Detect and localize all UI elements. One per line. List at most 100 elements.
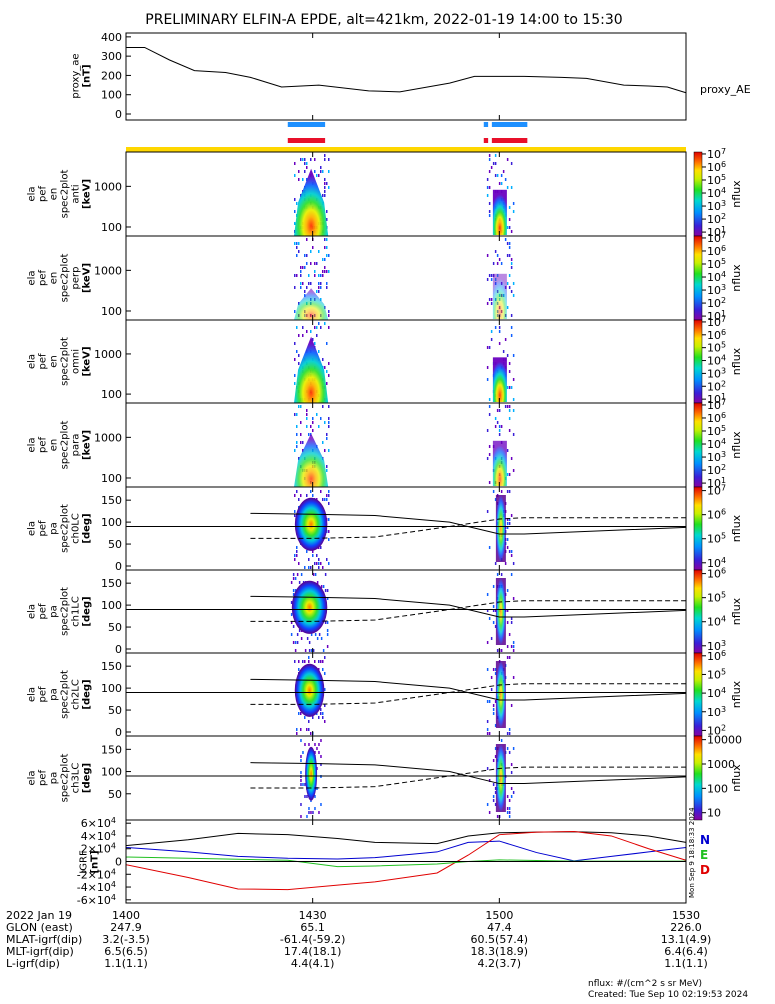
pa_ch2-ylabel-line: pef	[38, 686, 49, 703]
spectrogram-speck	[498, 182, 501, 185]
spectrogram-speck	[492, 162, 495, 165]
spectrogram-speck	[508, 522, 511, 525]
spectrogram-speck	[320, 637, 323, 640]
spectrogram-speck	[486, 720, 489, 723]
spectrogram-speck	[506, 254, 509, 257]
spectrogram-speck	[318, 174, 320, 177]
footer-value: 65.1	[300, 921, 325, 934]
spectrogram-speck	[324, 672, 326, 675]
spectrogram-speck	[328, 421, 330, 424]
spectrogram-speck	[304, 660, 306, 663]
pa_ch3-frame	[125, 735, 687, 821]
colorbar-tick-label: 10000	[707, 734, 742, 747]
spectrogram-speck	[486, 194, 489, 197]
en_perp-ylabel-line: pef	[38, 270, 49, 287]
colorbar-tick-label: 100	[707, 782, 728, 795]
spectrogram-speck	[302, 449, 304, 452]
footer-row-label: L-igrf(dip)	[6, 957, 60, 970]
spectrogram-speck	[506, 526, 509, 529]
spectrogram-speck	[510, 186, 513, 189]
spectrogram-speck	[326, 210, 328, 213]
spectrogram-speck	[318, 668, 320, 671]
spectrogram-speck	[324, 186, 326, 189]
pa_ch3-ylabel-line: pa	[49, 772, 60, 784]
spectrogram-burst	[492, 189, 507, 235]
spectrogram-speck	[324, 656, 326, 659]
colorbar-tick-label: 106	[707, 508, 726, 522]
spectrogram-speck	[506, 656, 509, 659]
spectrogram-speck	[304, 716, 306, 719]
colorbar-tick-label: 101	[707, 392, 726, 406]
spectrogram-speck	[314, 660, 316, 663]
y-tick-label: 50	[108, 621, 122, 634]
spectrogram-speck	[320, 274, 322, 277]
colorbar-tick-label: 103	[707, 283, 726, 297]
spectrogram-speck	[296, 573, 299, 576]
spectrogram-speck	[504, 562, 507, 565]
en_para-ylabel-line: pef	[38, 437, 49, 454]
spectrogram-speck	[328, 538, 330, 541]
spectrogram-speck	[292, 573, 295, 576]
spectrogram-speck	[302, 178, 304, 181]
colorbar-label: nflux	[730, 431, 743, 459]
spectrogram-speck	[510, 550, 513, 553]
spectrogram-speck	[326, 633, 329, 636]
spectrogram-speck	[492, 708, 495, 711]
spectrogram-speck	[494, 668, 497, 671]
spectrogram-speck	[316, 326, 318, 329]
pa_ch2-ylabel-line: ela	[27, 687, 38, 702]
y-tick-label: 0	[115, 856, 122, 869]
spectrogram-speck	[296, 242, 298, 245]
spectrogram-speck	[316, 413, 318, 416]
spectrogram-speck	[510, 262, 513, 265]
y-tick-label: 50	[108, 704, 122, 717]
spectrogram-speck	[498, 326, 501, 329]
colorbar-tick-label: 103	[707, 639, 726, 653]
spectrogram-speck	[508, 807, 511, 810]
y-tick-label: 6×104	[81, 816, 116, 830]
spectrogram-speck	[506, 522, 509, 525]
spectrogram-speck	[316, 562, 318, 565]
panel-proxy-ae: 0 100 200 300 400 proxy_AE proxy_ae [nT]	[71, 31, 751, 121]
y-tick-label: 100	[101, 766, 122, 779]
spectrogram-speck	[324, 421, 326, 424]
spectrogram-speck	[296, 274, 298, 277]
spectrogram-blob	[305, 746, 318, 801]
spectrogram-speck	[512, 562, 515, 565]
spectrogram-speck	[310, 490, 312, 493]
spectrogram-speck	[324, 720, 326, 723]
y-tick-label: 100	[101, 221, 122, 234]
colorbar-tick-label: 106	[707, 567, 726, 581]
en_anti-ylabel-line: ela	[27, 186, 38, 201]
spectrogram-speck	[328, 186, 330, 189]
spectrogram-speck	[506, 282, 509, 285]
spectrogram-speck	[326, 558, 328, 561]
colorbar-tick-label: 106	[707, 244, 726, 258]
spectrogram-speck	[314, 795, 316, 798]
y-tick-label: 400	[101, 31, 122, 44]
spectrogram-speck	[506, 518, 509, 521]
spectrogram-speck	[320, 562, 322, 565]
spectrogram-speck	[500, 739, 503, 742]
spectrogram-speck	[326, 342, 328, 345]
spectrogram-speck	[304, 170, 306, 173]
spectrogram-speck	[506, 811, 509, 814]
spectrogram-speck	[296, 441, 298, 444]
spectrogram-speck	[326, 469, 328, 472]
spectrogram-speck	[300, 270, 302, 273]
spectrogram-speck	[306, 637, 309, 640]
spectrogram-speck	[294, 660, 296, 663]
footer-value: -61.4(-59.2)	[279, 933, 346, 946]
spectrogram-speck	[296, 728, 298, 731]
spectrogram-speck	[312, 716, 314, 719]
colorbar-tick-label: 107	[707, 231, 726, 245]
spectrogram-speck	[508, 429, 511, 432]
y-tick-label: 1000	[94, 264, 122, 277]
spectrogram-speck	[320, 298, 322, 301]
spectrogram-speck	[294, 242, 296, 245]
spectrogram-speck	[328, 494, 330, 497]
spectrogram-speck	[508, 799, 511, 802]
spectrogram-speck	[318, 274, 320, 277]
spectrogram-speck	[300, 494, 302, 497]
